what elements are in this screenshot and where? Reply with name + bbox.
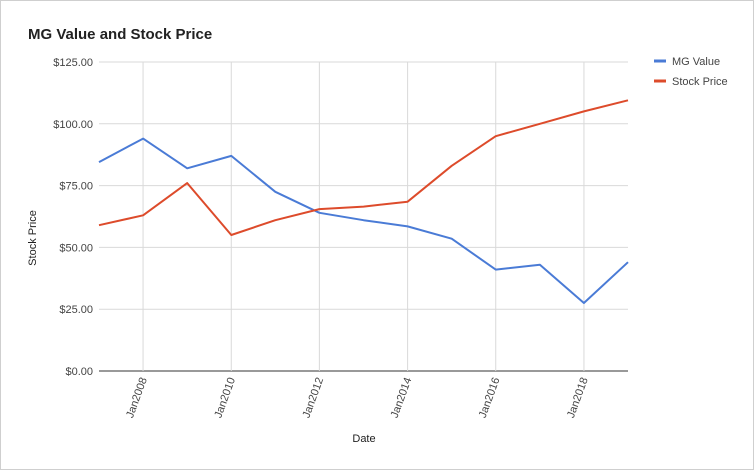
legend-label: MG Value <box>672 56 720 68</box>
y-tick-label: $75.00 <box>59 181 93 193</box>
x-tick-label: Jan2012 <box>300 376 326 420</box>
y-axis-title: Stock Price <box>27 210 39 266</box>
x-tick-label: Jan2018 <box>565 376 591 420</box>
y-axis-ticks: $0.00 $25.00 $50.00 $75.00 $100.00 $125.00 <box>53 57 93 378</box>
legend-label: Stock Price <box>672 76 728 88</box>
x-axis-title: Date <box>352 433 375 445</box>
y-tick-label: $125.00 <box>53 57 93 69</box>
x-tick-label: Jan2008 <box>124 376 150 420</box>
legend: MG Value Stock Price <box>654 56 728 88</box>
series-line-mg-value <box>98 137 629 304</box>
series-lines <box>98 99 629 304</box>
x-axis-ticks: Jan2008 Jan2010 Jan2012 Jan2014 Jan2016 Jan20… <box>124 376 591 420</box>
series-line-stock-price <box>98 99 629 236</box>
x-tick-label: Jan2010 <box>212 376 238 420</box>
x-tick-label: Jan2016 <box>477 376 503 420</box>
chart-title: MG Value and Stock Price <box>28 26 212 43</box>
y-tick-label: $25.00 <box>59 304 93 316</box>
grid-lines <box>99 61 628 372</box>
y-tick-label: $50.00 <box>59 242 93 254</box>
y-tick-label: $100.00 <box>53 119 93 131</box>
x-tick-label: Jan2014 <box>389 376 415 420</box>
y-tick-label: $0.00 <box>65 366 93 378</box>
